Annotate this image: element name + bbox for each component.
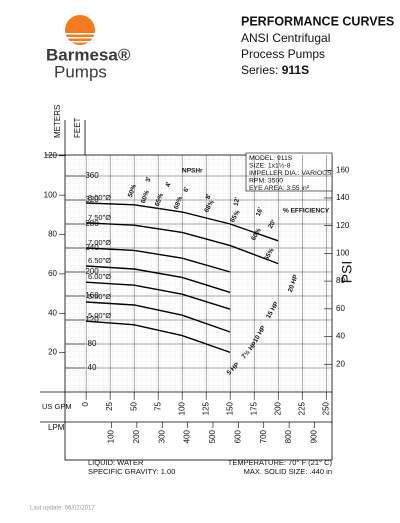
curve-label: 7.00"Ø — [88, 238, 111, 247]
impeller-curve — [86, 281, 231, 310]
series-value: 911S — [282, 63, 309, 77]
curve-label: 8.00"Ø — [88, 193, 111, 202]
impeller-curve — [86, 265, 231, 294]
footer-right: TEMPERATURE: 70° F (21° C) — [228, 458, 333, 467]
y-tick-label: 360 — [85, 171, 99, 180]
x2-tick-label: 600 — [233, 429, 242, 443]
footer-right: MAX. SOLID SIZE: .440 in — [244, 467, 332, 476]
x2-tick-label: 300 — [157, 429, 166, 443]
curve-label: 7.50"Ø — [88, 213, 111, 222]
x-tick-label: 75 — [153, 401, 162, 410]
y2-tick-label: 140 — [336, 193, 350, 202]
meters-tick-label: 20 — [48, 348, 57, 357]
x-tick-label: 250 — [321, 401, 330, 415]
x2-tick-label: 500 — [208, 429, 217, 443]
annotation: 16' — [255, 206, 265, 217]
y2-tick-label: 40 — [336, 332, 345, 341]
info-box — [245, 152, 333, 192]
x-tick-label: 150 — [225, 401, 234, 415]
impeller-curve — [86, 320, 231, 354]
annotation: 60% — [140, 189, 151, 204]
minor-grid — [65, 155, 332, 392]
x-tick-label: 25 — [105, 401, 114, 410]
logo — [63, 15, 97, 45]
y-tick-label: 200 — [85, 267, 99, 276]
x-axis-label: US GPM — [42, 402, 72, 411]
impeller-curve — [86, 222, 279, 265]
y-tick-label: 40 — [88, 363, 97, 372]
annotation: % EFFICIENCY — [283, 208, 330, 215]
info-line: EYE AREA: 3.55 in² — [249, 185, 310, 192]
y2-tick-label: 60 — [336, 304, 345, 313]
y-axis-label: FEET — [73, 117, 82, 138]
y2-axis-label: PSI — [339, 261, 355, 284]
x-tick-label: 225 — [297, 401, 306, 415]
info-line: SIZE: 1x1½-8 — [249, 161, 291, 169]
y2-tick-label: 100 — [336, 249, 350, 258]
x-tick-label: 0 — [81, 401, 90, 406]
x2-tick-label: 200 — [132, 429, 141, 443]
meters-tick-label: 60 — [48, 269, 57, 278]
annotation: 6' — [183, 186, 191, 193]
x2-axis-label: LPM — [48, 423, 65, 432]
footer-left: LIQUID: WATER — [88, 458, 144, 467]
y-tick-label: 120 — [85, 315, 99, 324]
annotation: 68% — [173, 195, 184, 210]
impeller-curve — [86, 247, 231, 273]
y2-tick-label: 160 — [336, 165, 350, 174]
y2-tick-label: 80 — [336, 276, 345, 285]
updated: Last update: 06/02/2017 — [30, 506, 95, 512]
frame — [64, 154, 333, 461]
x2-tick-label: 700 — [259, 429, 268, 443]
y2-tick-label: 120 — [336, 221, 350, 230]
annotation: 8' — [205, 193, 213, 200]
series-label: Series: 911S — [241, 63, 309, 77]
annotation: 65% — [154, 192, 165, 207]
impeller-curve — [86, 202, 279, 242]
x2-tick-label: 400 — [183, 429, 192, 443]
annotation: 4' — [165, 181, 173, 188]
curve-label: 6.50"Ø — [88, 256, 111, 265]
annotation: 3' — [145, 176, 153, 183]
y-tick-label: 80 — [88, 339, 97, 348]
brand: Barmesa® — [46, 45, 131, 64]
x-tick-label: 125 — [201, 401, 210, 415]
subtitle: ANSI Centrifugal — [241, 31, 330, 45]
curve-label: 5.50"Ø — [88, 292, 111, 301]
meters-tick-label: 120 — [44, 151, 58, 160]
meters-tick-label: 100 — [44, 190, 58, 199]
x2-tick-label: 100 — [107, 429, 116, 443]
y2-tick-label: 20 — [336, 359, 345, 368]
annotation: 20' — [267, 218, 278, 229]
y-tick-label: 160 — [85, 291, 99, 300]
footer-left: SPECIFIC GRAVITY: 1.00 — [88, 467, 175, 476]
meters-tick-label: 80 — [48, 230, 57, 239]
x-tick-label: 100 — [177, 401, 186, 415]
info-line: RPM: 3500 — [249, 177, 283, 184]
x2-tick-label: 900 — [310, 429, 319, 443]
impeller-curve — [86, 301, 231, 333]
x2-tick-label: 800 — [284, 429, 293, 443]
y-tick-label: 320 — [85, 195, 99, 204]
meters-tick-label: 40 — [48, 308, 57, 317]
curve-label: 5.00"Ø — [88, 311, 111, 320]
x-tick-label: 175 — [249, 401, 258, 415]
series-label: Series: — [241, 63, 278, 77]
annotation: 12' — [233, 196, 241, 206]
annotation: NPSHr — [182, 168, 203, 175]
subtitle: Process Pumps — [241, 47, 325, 61]
brand-sub: Pumps — [54, 62, 107, 81]
curve-label: 6.00"Ø — [88, 272, 111, 281]
x-tick-label: 200 — [273, 401, 282, 415]
info-line: MODEL: 911S — [249, 155, 293, 162]
annotation: 50% — [127, 183, 138, 198]
title: PERFORMANCE CURVES — [241, 14, 394, 28]
info-line: IMPELLER DIA.: VARIOUS — [249, 170, 332, 177]
x-tick-label: 50 — [129, 401, 138, 410]
y-axis-label: METERS — [53, 105, 62, 138]
